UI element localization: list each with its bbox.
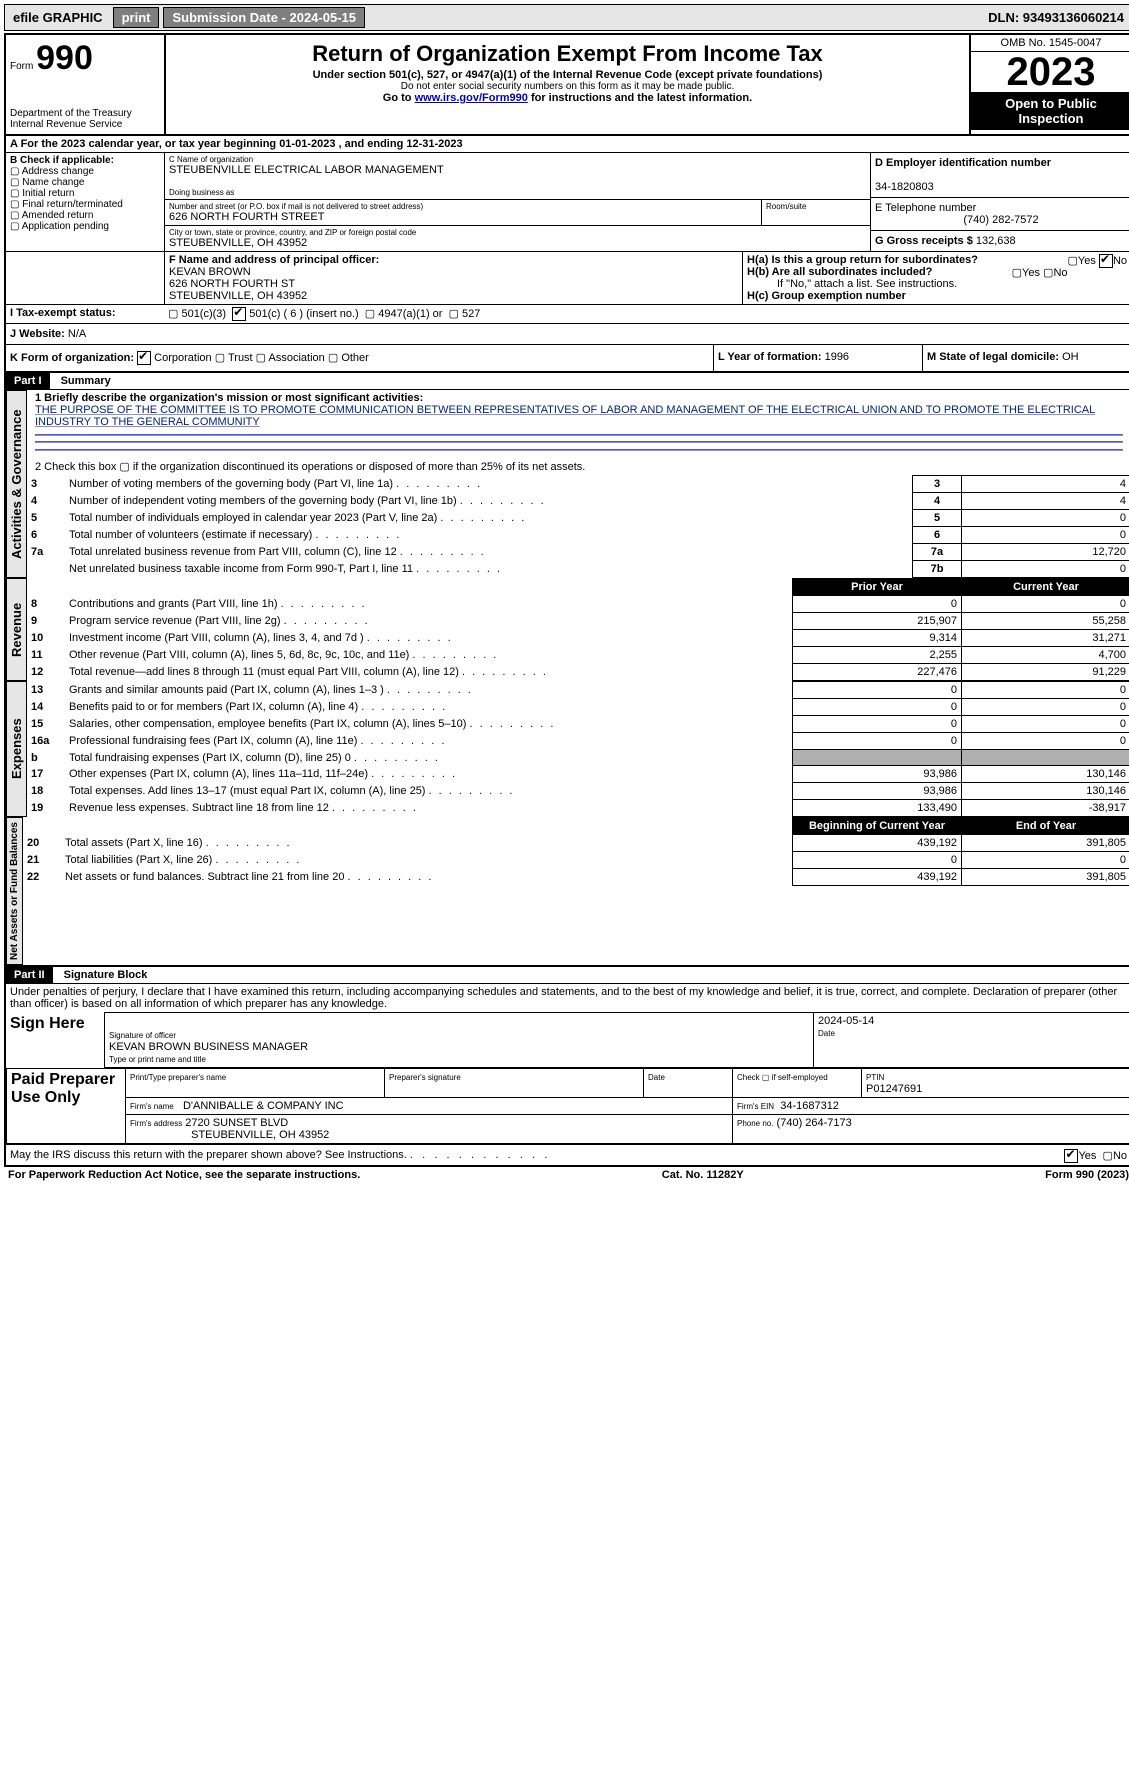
cb-pending[interactable]: ▢ Application pending bbox=[10, 221, 160, 232]
table-row: 21 Total liabilities (Part X, line 26) 0… bbox=[23, 852, 1129, 869]
cb-amended[interactable]: ▢ Amended return bbox=[10, 210, 160, 221]
form-title: Return of Organization Exempt From Incom… bbox=[170, 41, 965, 67]
print-button[interactable]: print bbox=[113, 7, 160, 28]
net-assets-table: Beginning of Current Year End of Year 20… bbox=[23, 817, 1129, 886]
form-number: 990 bbox=[36, 39, 93, 77]
table-row: 16a Professional fundraising fees (Part … bbox=[27, 733, 1129, 750]
section-a: A For the 2023 calendar year, or tax yea… bbox=[6, 136, 1129, 153]
page-footer: For Paperwork Reduction Act Notice, see … bbox=[4, 1167, 1129, 1183]
public-inspection: Open to Public Inspection bbox=[971, 92, 1129, 130]
governance-table: 3 Number of voting members of the govern… bbox=[27, 475, 1129, 578]
table-row: b Total fundraising expenses (Part IX, c… bbox=[27, 750, 1129, 766]
section-deg: D Employer identification number 34-1820… bbox=[870, 153, 1129, 252]
org-city: STEUBENVILLE, OH 43952 bbox=[169, 237, 866, 249]
dept-treasury: Department of the Treasury bbox=[10, 108, 160, 119]
side-expenses: Expenses bbox=[6, 681, 27, 817]
table-row: 12 Total revenue—add lines 8 through 11 … bbox=[27, 664, 1129, 681]
side-activities-governance: Activities & Governance bbox=[6, 390, 27, 578]
table-row: 19 Revenue less expenses. Subtract line … bbox=[27, 800, 1129, 817]
org-street: 626 NORTH FOURTH STREET bbox=[169, 211, 757, 223]
expenses-table: 13 Grants and similar amounts paid (Part… bbox=[27, 681, 1129, 817]
header-sub2: Do not enter social security numbers on … bbox=[170, 81, 965, 92]
gross-receipts: 132,638 bbox=[976, 235, 1016, 247]
cb-initial-return[interactable]: ▢ Initial return bbox=[10, 188, 160, 199]
efile-label: efile GRAPHIC bbox=[5, 7, 111, 28]
section-fh: F Name and address of principal officer:… bbox=[6, 252, 1129, 305]
cb-address-change[interactable]: ▢ Address change bbox=[10, 166, 160, 177]
preparer-table: Paid Preparer Use Only Print/Type prepar… bbox=[6, 1068, 1129, 1144]
side-net-assets: Net Assets or Fund Balances bbox=[6, 817, 23, 965]
form-container: Form 990 Department of the Treasury Inte… bbox=[4, 33, 1129, 1167]
table-row: 13 Grants and similar amounts paid (Part… bbox=[27, 682, 1129, 699]
table-row: 14 Benefits paid to or for members (Part… bbox=[27, 699, 1129, 716]
part2-header: Part II Signature Block bbox=[6, 967, 1129, 984]
submission-date: Submission Date - 2024-05-15 bbox=[163, 7, 365, 28]
tax-year: 2023 bbox=[971, 52, 1129, 92]
org-name: STEUBENVILLE ELECTRICAL LABOR MANAGEMENT bbox=[169, 164, 866, 176]
irs-link[interactable]: www.irs.gov/Form990 bbox=[415, 92, 528, 104]
table-row: 9 Program service revenue (Part VIII, li… bbox=[27, 613, 1129, 630]
table-row: 4 Number of independent voting members o… bbox=[27, 493, 1129, 510]
discuss-row: May the IRS discuss this return with the… bbox=[6, 1144, 1129, 1165]
ein: 34-1820803 bbox=[875, 181, 934, 193]
irs-label: Internal Revenue Service bbox=[10, 119, 160, 130]
table-row: Net unrelated business taxable income fr… bbox=[27, 561, 1129, 578]
table-row: 5 Total number of individuals employed i… bbox=[27, 510, 1129, 527]
form-word: Form bbox=[10, 61, 33, 72]
perjury-declaration: Under penalties of perjury, I declare th… bbox=[6, 984, 1129, 1012]
table-row: 18 Total expenses. Add lines 13–17 (must… bbox=[27, 783, 1129, 800]
header-info-block: B Check if applicable: ▢ Address change … bbox=[6, 153, 1129, 252]
signature-table: Sign Here Signature of officer KEVAN BRO… bbox=[6, 1012, 1129, 1068]
dln-label: DLN: 93493136060214 bbox=[980, 7, 1129, 28]
firm-ein: 34-1687312 bbox=[780, 1100, 839, 1112]
form-header: Form 990 Department of the Treasury Inte… bbox=[6, 35, 1129, 136]
section-b: B Check if applicable: ▢ Address change … bbox=[6, 153, 165, 252]
table-row: 8 Contributions and grants (Part VIII, l… bbox=[27, 596, 1129, 613]
table-row: 7a Total unrelated business revenue from… bbox=[27, 544, 1129, 561]
table-row: 20 Total assets (Part X, line 16) 439,19… bbox=[23, 835, 1129, 852]
firm-name: D'ANNIBALLE & COMPANY INC bbox=[183, 1100, 344, 1112]
table-row: 17 Other expenses (Part IX, column (A), … bbox=[27, 766, 1129, 783]
header-sub1: Under section 501(c), 527, or 4947(a)(1)… bbox=[170, 69, 965, 81]
officer-name: KEVAN BROWN bbox=[169, 266, 251, 278]
room-suite: Room/suite bbox=[762, 200, 870, 226]
part1-body: Activities & Governance 1 Briefly descri… bbox=[6, 390, 1129, 578]
header-right: OMB No. 1545-0047 2023 Open to Public In… bbox=[969, 35, 1129, 134]
part1-header: Part I Summary bbox=[6, 373, 1129, 390]
revenue-table: Prior Year Current Year 8 Contributions … bbox=[27, 578, 1129, 681]
table-row: 10 Investment income (Part VIII, column … bbox=[27, 630, 1129, 647]
table-row: 6 Total number of volunteers (estimate i… bbox=[27, 527, 1129, 544]
officer-signature: KEVAN BROWN BUSINESS MANAGER bbox=[109, 1041, 308, 1053]
cb-name-change[interactable]: ▢ Name change bbox=[10, 177, 160, 188]
firm-phone: (740) 264-7173 bbox=[777, 1117, 852, 1129]
side-revenue: Revenue bbox=[6, 578, 27, 681]
header-sub3: Go to www.irs.gov/Form990 for instructio… bbox=[170, 92, 965, 104]
table-row: 3 Number of voting members of the govern… bbox=[27, 476, 1129, 493]
header-left: Form 990 Department of the Treasury Inte… bbox=[6, 35, 166, 134]
top-submission-bar: efile GRAPHIC print Submission Date - 20… bbox=[4, 4, 1129, 31]
table-row: 22 Net assets or fund balances. Subtract… bbox=[23, 869, 1129, 886]
ptin: P01247691 bbox=[866, 1083, 922, 1095]
sign-date: 2024-05-14 bbox=[818, 1015, 874, 1027]
mission-statement: THE PURPOSE OF THE COMMITTEE IS TO PROMO… bbox=[35, 404, 1095, 428]
cb-final-return[interactable]: ▢ Final return/terminated bbox=[10, 199, 160, 210]
table-row: 11 Other revenue (Part VIII, column (A),… bbox=[27, 647, 1129, 664]
telephone: (740) 282-7572 bbox=[875, 214, 1127, 226]
section-c: C Name of organization STEUBENVILLE ELEC… bbox=[165, 153, 870, 252]
header-center: Return of Organization Exempt From Incom… bbox=[166, 35, 969, 134]
table-row: 15 Salaries, other compensation, employe… bbox=[27, 716, 1129, 733]
